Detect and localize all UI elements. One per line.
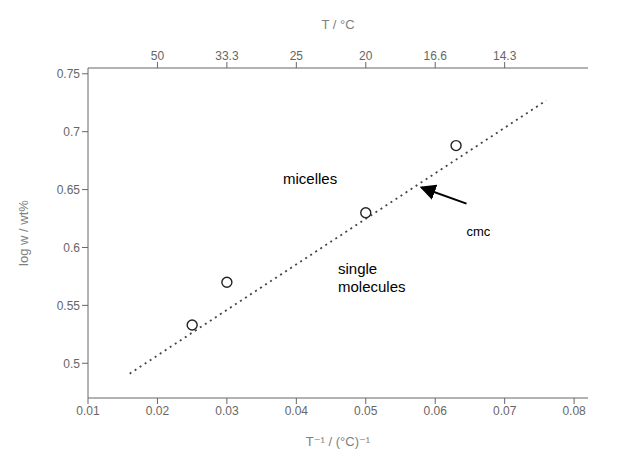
svg-text:T / °C: T / °C [321,17,354,32]
svg-text:0.04: 0.04 [285,404,309,418]
svg-text:20: 20 [359,49,373,63]
svg-text:0.05: 0.05 [354,404,378,418]
svg-text:0.01: 0.01 [76,404,100,418]
svg-text:0.6: 0.6 [63,241,80,255]
svg-text:16.6: 16.6 [424,49,448,63]
svg-text:14.3: 14.3 [493,49,517,63]
svg-text:micelles: micelles [283,170,337,187]
svg-text:singlemolecules: singlemolecules [338,260,406,295]
svg-text:T⁻¹ / (°C)⁻¹: T⁻¹ / (°C)⁻¹ [306,434,371,449]
svg-text:50: 50 [151,49,165,63]
svg-text:0.03: 0.03 [215,404,239,418]
svg-text:0.02: 0.02 [146,404,170,418]
svg-text:0.75: 0.75 [57,67,81,81]
svg-text:0.06: 0.06 [424,404,448,418]
svg-text:0.65: 0.65 [57,183,81,197]
svg-text:log w / wt%: log w / wt% [16,200,31,266]
svg-text:0.7: 0.7 [63,125,80,139]
svg-text:33.3: 33.3 [215,49,239,63]
svg-text:cmc: cmc [467,224,491,239]
svg-text:0.08: 0.08 [562,404,586,418]
svg-text:0.07: 0.07 [493,404,517,418]
svg-text:25: 25 [290,49,304,63]
svg-text:0.5: 0.5 [63,357,80,371]
svg-text:0.55: 0.55 [57,299,81,313]
